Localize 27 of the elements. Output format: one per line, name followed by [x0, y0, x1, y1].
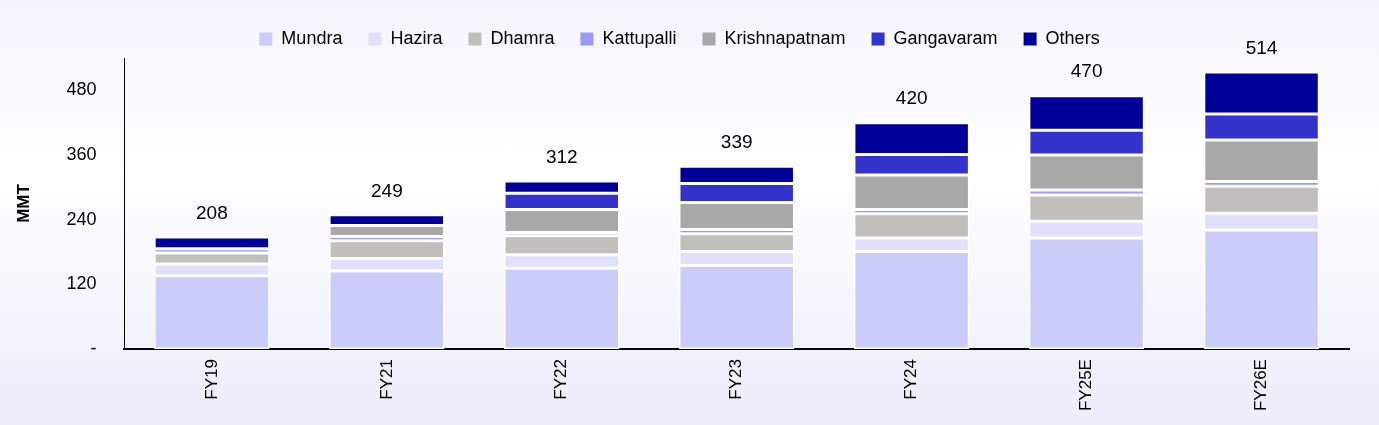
- y-tick-label: 360: [66, 143, 97, 164]
- x-tick-label: FY23: [726, 359, 746, 400]
- y-tick-label: 480: [66, 79, 97, 100]
- total-label: 312: [545, 145, 578, 167]
- y-axis-title: MMT: [13, 183, 33, 223]
- legend-label: Gangavaram: [893, 27, 998, 48]
- legend-label: Hazira: [390, 27, 444, 48]
- legend-label: Mundra: [281, 27, 344, 48]
- total-label: 249: [370, 179, 403, 201]
- y-tick-label: 240: [66, 208, 97, 229]
- total-label: 470: [1070, 60, 1103, 82]
- x-tick-label: FY26E: [1251, 359, 1271, 412]
- legend-label: Krishnapatnam: [724, 27, 846, 48]
- legend-label: Dhamra: [490, 27, 556, 48]
- total-label: 420: [895, 87, 928, 109]
- x-tick-label: FY25E: [1076, 359, 1096, 412]
- total-label: 339: [720, 131, 753, 153]
- total-label: 208: [196, 201, 228, 223]
- y-tick-label: -: [90, 338, 97, 358]
- legend-label: Kattupalli: [602, 27, 677, 48]
- x-tick-label: FY22: [551, 359, 571, 400]
- x-tick-label: FY21: [376, 359, 396, 400]
- x-tick-label: FY19: [201, 359, 221, 400]
- y-tick-label: 120: [66, 273, 97, 294]
- total-label: 514: [1245, 36, 1278, 58]
- x-tick-label: FY24: [901, 359, 921, 400]
- legend-label: Others: [1045, 27, 1100, 48]
